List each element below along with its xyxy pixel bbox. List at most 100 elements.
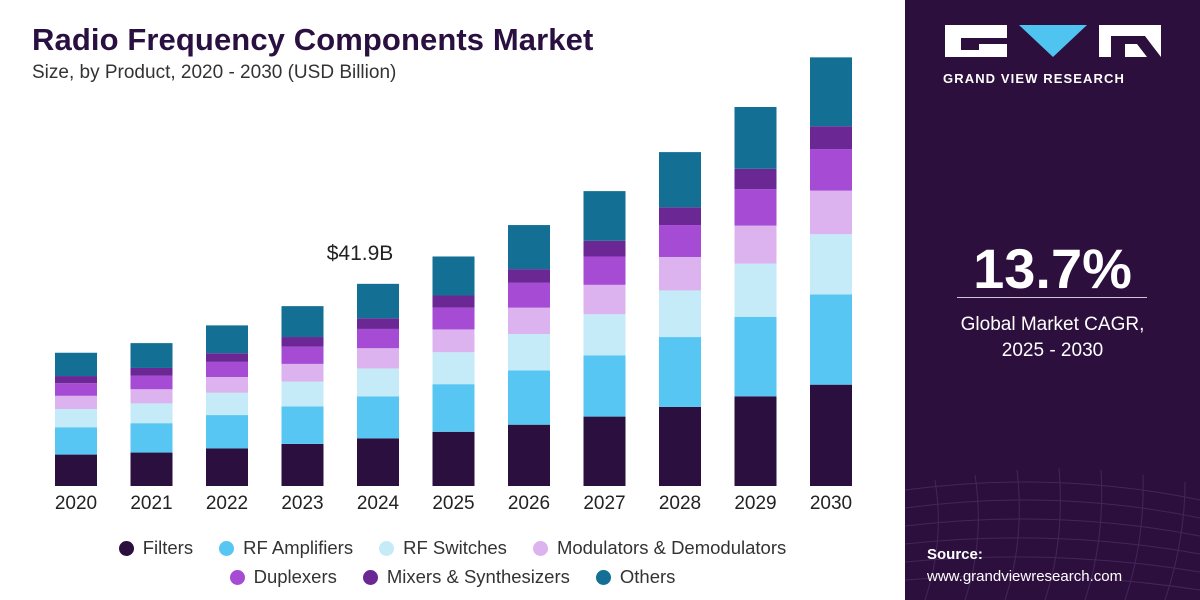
bar-2029-duplexers — [734, 189, 777, 226]
bar-2028-others — [659, 152, 701, 208]
legend-label: Mixers & Synthesizers — [386, 566, 570, 587]
source-link[interactable]: www.grandviewresearch.com — [927, 568, 1123, 585]
x-tick-label: 2026 — [508, 493, 550, 514]
bar-2029-modulators-demodulators — [734, 225, 777, 264]
x-tick-label: 2022 — [206, 493, 248, 514]
bar-2027-filters — [583, 416, 626, 486]
bar-2024-mixers-synthesizers — [357, 318, 399, 329]
chart-subtitle: Size, by Product, 2020 - 2030 (USD Billi… — [32, 62, 397, 83]
legend-item-others: Others — [595, 566, 675, 588]
legend-row-1: Filters RF Amplifiers RF Switches Modula… — [0, 537, 905, 559]
bar-2030-duplexers — [810, 149, 852, 191]
bar-2025-filters — [432, 431, 475, 486]
bar-2028-rf-amplifiers — [659, 337, 701, 407]
bar-2030-mixers-synthesizers — [810, 126, 852, 150]
bar-2027-others — [583, 191, 626, 241]
bar-2021-filters — [130, 452, 173, 486]
bar-2028-modulators-demodulators — [659, 256, 701, 291]
legend-swatch-mixers — [362, 569, 378, 585]
bar-2029-rf-amplifiers — [734, 316, 777, 397]
bar-group — [55, 57, 852, 486]
bar-2020-others — [55, 352, 97, 377]
legend-item-mixers: Mixers & Synthesizers — [362, 566, 570, 588]
bar-2030-rf-amplifiers — [810, 294, 852, 385]
cagr-label: Global Market CAGR, 2025 - 2030 — [905, 312, 1200, 364]
bar-2022-modulators-demodulators — [206, 377, 248, 393]
bar-2029-rf-switches — [734, 263, 777, 317]
bar-2026-duplexers — [508, 282, 550, 308]
bar-2030-modulators-demodulators — [810, 190, 852, 235]
legend-swatch-modulators — [532, 540, 548, 556]
brand-name: GRAND VIEW RESEARCH — [943, 71, 1125, 86]
bar-2025-mixers-synthesizers — [432, 295, 475, 308]
bar-2028-mixers-synthesizers — [659, 207, 701, 226]
legend-label: Duplexers — [253, 566, 337, 587]
bar-2020-modulators-demodulators — [55, 395, 97, 409]
chart-panel: Radio Frequency Components Market Size, … — [0, 22, 905, 588]
bar-2029-mixers-synthesizers — [734, 168, 777, 190]
bar-2027-modulators-demodulators — [583, 284, 626, 315]
legend-item-modulators: Modulators & Demodulators — [532, 537, 786, 559]
bar-2020-mixers-synthesizers — [55, 376, 97, 384]
bar-2025-modulators-demodulators — [432, 329, 475, 353]
bar-2024-rf-amplifiers — [357, 396, 399, 439]
bar-2026-rf-amplifiers — [508, 370, 550, 425]
x-tick-label: 2024 — [357, 493, 400, 514]
legend-item-rf-switches: RF Switches — [379, 537, 507, 559]
legend-row-2: Duplexers Mixers & Synthesizers Others — [0, 566, 905, 588]
bar-2023-rf-switches — [281, 381, 324, 407]
x-tick-label: 2027 — [583, 493, 625, 514]
bar-2026-others — [508, 225, 550, 270]
bar-2024-rf-switches — [357, 368, 399, 397]
legend-label: RF Amplifiers — [243, 537, 354, 558]
bar-2023-duplexers — [281, 346, 324, 364]
bar-2024-duplexers — [357, 328, 399, 349]
bar-2026-filters — [508, 424, 550, 486]
x-tick-label: 2023 — [281, 493, 323, 514]
bar-2030-filters — [810, 384, 852, 486]
stacked-bar-chart: 2020 2021 2022 2023 2024 2025 2026 2027 2028 2029… — [55, 57, 852, 514]
bar-2029-filters — [734, 396, 777, 486]
bar-2022-rf-amplifiers — [206, 415, 248, 449]
x-tick-label: 2028 — [659, 493, 701, 514]
legend-swatch-duplexers — [229, 569, 245, 585]
grid-decoration — [905, 467, 1200, 600]
legend-swatch-filters — [118, 540, 134, 556]
bar-2022-rf-switches — [206, 392, 248, 416]
bar-2026-mixers-synthesizers — [508, 269, 550, 283]
bar-2029-others — [734, 107, 777, 169]
legend-swatch-rf-switches — [379, 540, 395, 556]
bar-2022-filters — [206, 448, 248, 486]
x-tick-label: 2020 — [55, 493, 97, 514]
bar-2025-others — [432, 256, 475, 296]
bar-2024-others — [357, 283, 399, 319]
bar-2025-duplexers — [432, 307, 475, 330]
legend-label: Filters — [142, 537, 194, 558]
bar-2023-rf-amplifiers — [281, 406, 324, 444]
x-tick-label: 2021 — [130, 493, 172, 514]
legend-item-duplexers: Duplexers — [229, 566, 337, 588]
cagr-label-line2: 2025 - 2030 — [1001, 340, 1104, 361]
bar-2026-modulators-demodulators — [508, 307, 550, 334]
bar-2030-rf-switches — [810, 234, 852, 295]
bar-2027-rf-amplifiers — [583, 355, 626, 417]
bar-2027-duplexers — [583, 256, 626, 285]
bar-2021-rf-switches — [130, 403, 173, 424]
legend-label: RF Switches — [403, 537, 507, 558]
bar-2025-rf-switches — [432, 352, 475, 385]
bar-2021-others — [130, 343, 173, 368]
bar-2026-rf-switches — [508, 334, 550, 371]
cagr-value: 13.7% — [973, 237, 1132, 300]
bar-2023-mixers-synthesizers — [281, 337, 324, 347]
bar-2020-duplexers — [55, 383, 97, 396]
bar-2028-rf-switches — [659, 290, 701, 338]
cagr-label-line1: Global Market CAGR, — [960, 314, 1145, 335]
bar-2021-duplexers — [130, 375, 173, 390]
grand-view-research-logo — [945, 25, 1161, 57]
x-axis-ticks: 2020 2021 2022 2023 2024 2025 2026 2027 2028 2029… — [55, 493, 852, 514]
bar-2030-others — [810, 57, 852, 127]
bar-2020-filters — [55, 454, 97, 486]
bar-2023-modulators-demodulators — [281, 363, 324, 382]
bar-2024-filters — [357, 438, 399, 486]
bar-2022-others — [206, 325, 248, 354]
